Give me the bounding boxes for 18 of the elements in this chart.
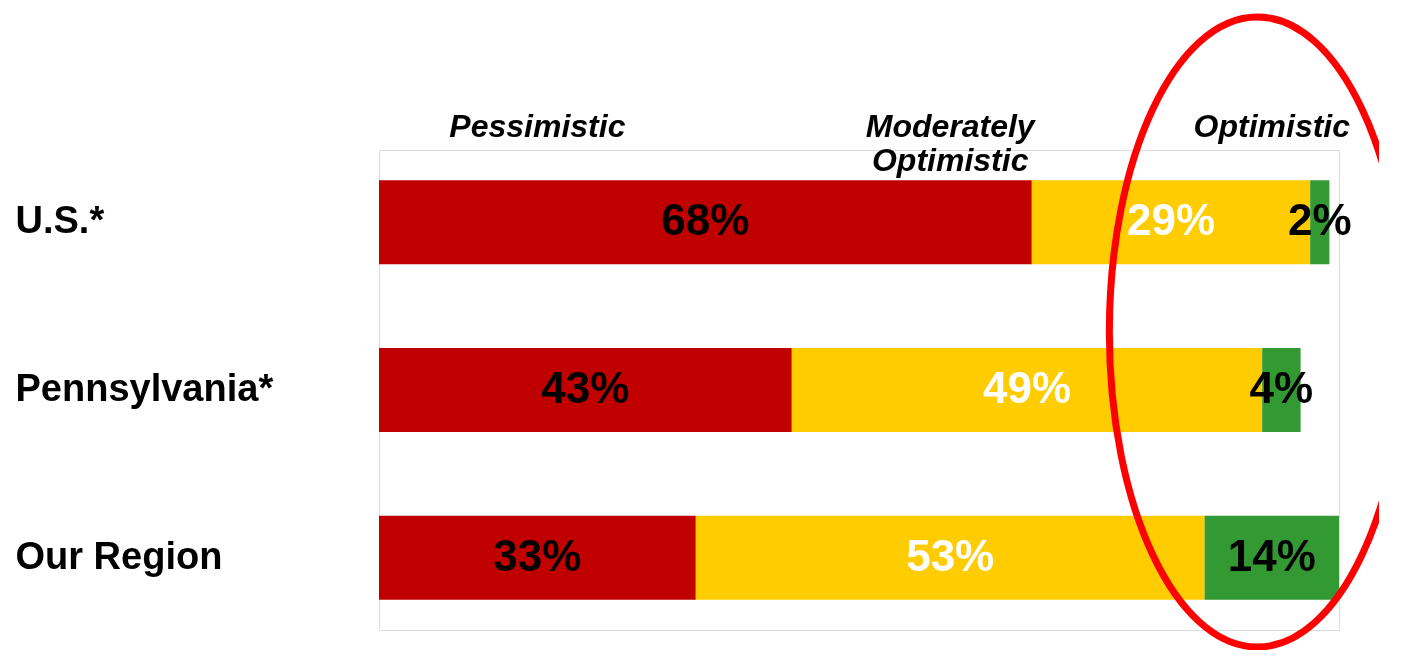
bar — [695, 515, 1205, 600]
data-label: 33% — [493, 530, 582, 580]
data-label: 53% — [906, 530, 995, 580]
y-tick-label: U.S.* — [15, 199, 105, 242]
data-label: 2% — [1288, 195, 1352, 245]
series-label: Optimistic — [1193, 108, 1351, 144]
bar — [379, 348, 792, 432]
data-label: 29% — [1126, 195, 1216, 245]
data-label: 43% — [541, 363, 630, 412]
y-tick-label: Our Region — [15, 534, 223, 577]
data-label: 14% — [1227, 530, 1316, 580]
data-label: 49% — [982, 363, 1072, 412]
bar — [379, 515, 696, 600]
series-label: Pessimistic — [449, 108, 626, 144]
y-tick-label: Pennsylvania* — [15, 367, 274, 409]
data-label: 68% — [661, 195, 750, 245]
bar — [379, 180, 1032, 265]
series-label: Moderately Optimistic — [865, 108, 1037, 178]
